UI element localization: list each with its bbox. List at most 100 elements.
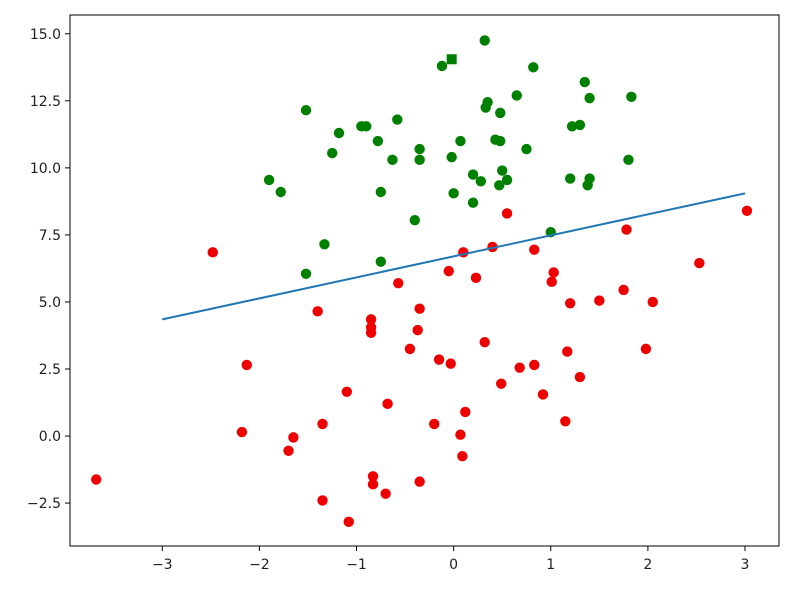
data-point	[382, 398, 393, 410]
data-point	[560, 416, 571, 427]
data-point	[521, 143, 532, 155]
data-point	[412, 324, 423, 336]
data-point	[529, 244, 540, 255]
data-point	[566, 121, 578, 132]
data-point	[327, 147, 338, 159]
x-tick-label: −3	[152, 557, 173, 573]
y-tick-label: 7.5	[39, 228, 61, 244]
data-point	[367, 479, 379, 490]
data-point	[409, 214, 420, 226]
data-point	[361, 121, 372, 132]
data-point	[433, 354, 445, 365]
y-axis: −2.5 0.0 2.5 5.0 7.5 10.0 12.5 15.0	[27, 27, 70, 512]
data-point	[564, 298, 576, 309]
data-point	[548, 267, 559, 278]
data-point	[91, 474, 102, 485]
data-point	[582, 180, 593, 191]
data-point	[375, 256, 386, 267]
data-point	[288, 432, 299, 443]
data-point	[275, 186, 286, 198]
plot-area	[91, 35, 753, 528]
data-point	[694, 257, 705, 269]
data-point	[387, 154, 398, 166]
x-tick-label: −1	[346, 557, 367, 573]
data-point	[393, 277, 404, 289]
data-point	[380, 488, 391, 499]
x-tick-label: 3	[741, 557, 750, 573]
x-tick-label: 2	[643, 557, 652, 573]
data-point	[317, 495, 328, 506]
data-point	[479, 336, 490, 348]
data-point	[495, 135, 506, 147]
y-tick-label: 12.5	[30, 94, 61, 110]
data-point	[496, 165, 508, 176]
data-point	[546, 276, 557, 288]
data-point	[647, 296, 658, 308]
data-point	[436, 60, 448, 72]
data-point	[343, 516, 354, 528]
data-point	[375, 186, 386, 198]
data-point	[501, 208, 513, 219]
data-point	[372, 135, 384, 147]
data-point	[319, 239, 330, 250]
data-point	[514, 362, 525, 373]
data-point	[626, 91, 637, 102]
data-point	[528, 62, 539, 73]
plot-frame	[69, 14, 780, 547]
data-point	[511, 90, 522, 101]
x-tick-label: −2	[249, 557, 270, 573]
data-point	[365, 314, 377, 325]
data-point	[562, 346, 573, 357]
data-point	[263, 174, 275, 186]
y-tick-label: 0.0	[39, 429, 61, 445]
data-point	[470, 272, 482, 284]
data-point	[529, 359, 540, 371]
data-point	[455, 135, 466, 147]
data-point	[414, 303, 425, 314]
y-tick-label: 2.5	[39, 362, 61, 378]
data-point	[579, 76, 590, 88]
data-point	[501, 174, 513, 186]
data-point	[317, 418, 328, 430]
data-point	[621, 224, 632, 235]
data-point	[333, 127, 345, 139]
data-point	[414, 143, 425, 155]
data-point	[365, 327, 377, 338]
data-point	[300, 105, 312, 116]
data-point	[446, 151, 457, 163]
data-point	[312, 306, 323, 317]
data-point	[467, 197, 479, 208]
data-point	[443, 265, 454, 277]
data-point	[594, 295, 605, 306]
data-point	[429, 418, 440, 430]
x-axis: −3 −2 −1 0 1 2 3	[152, 546, 750, 573]
data-point	[392, 114, 403, 125]
fit-line	[162, 192, 746, 321]
x-tick-label: 0	[449, 557, 458, 573]
data-point	[618, 284, 629, 296]
data-point	[445, 358, 456, 369]
x-tick-label: 1	[546, 557, 555, 573]
data-point	[537, 389, 549, 400]
data-point	[207, 247, 218, 258]
data-point	[564, 173, 576, 184]
y-tick-label: 10.0	[30, 161, 61, 177]
data-point	[494, 180, 505, 191]
data-point	[496, 378, 507, 389]
data-point	[574, 371, 586, 383]
data-point	[467, 169, 479, 180]
data-point	[367, 471, 379, 482]
y-tick-label: 15.0	[30, 27, 61, 43]
y-tick-label: 5.0	[39, 295, 61, 311]
data-point	[283, 445, 294, 456]
data-point	[480, 102, 491, 113]
data-point	[584, 92, 595, 104]
data-point	[640, 343, 652, 355]
data-point	[457, 450, 468, 462]
data-point	[460, 406, 471, 418]
data-point	[495, 107, 506, 119]
data-point	[741, 205, 753, 216]
data-point	[448, 188, 459, 199]
